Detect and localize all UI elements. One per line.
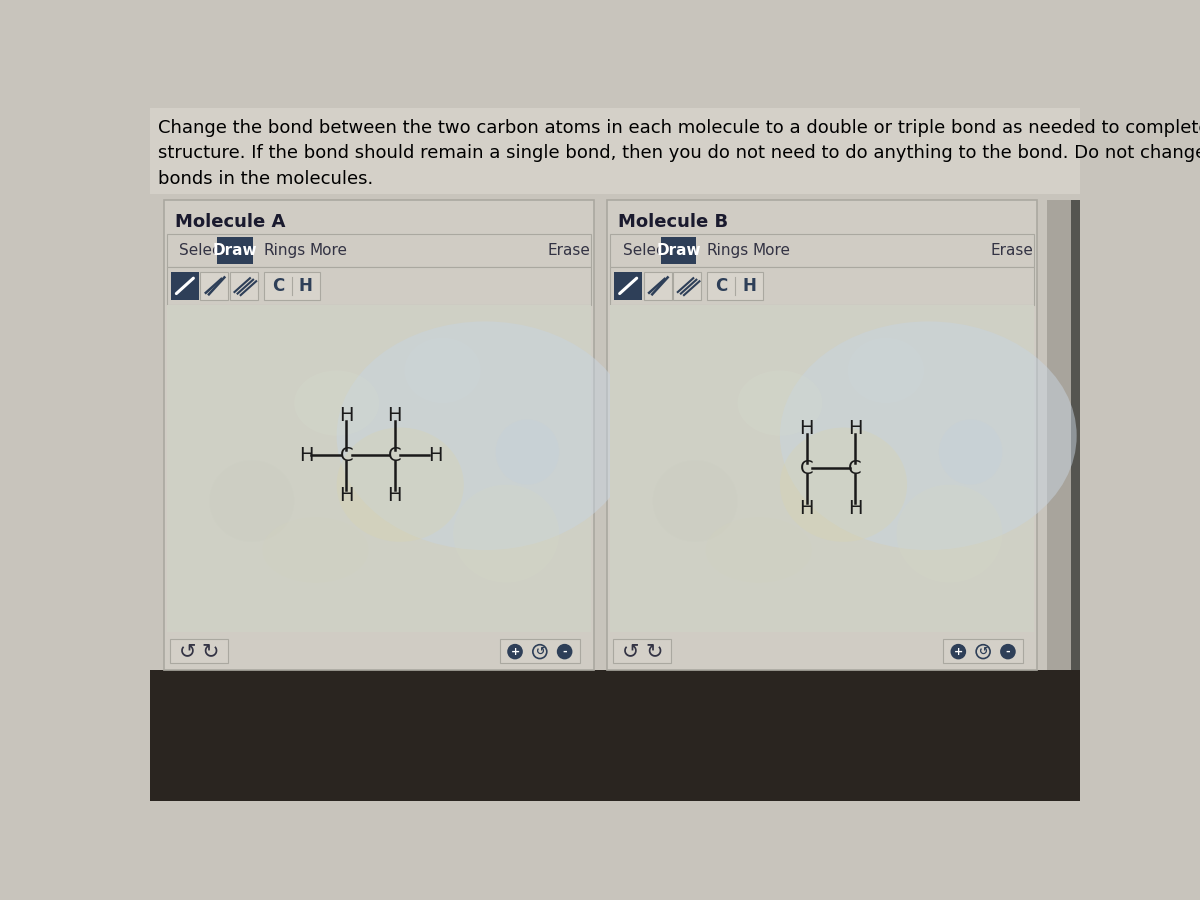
Text: H: H — [848, 499, 863, 517]
Text: Rings: Rings — [707, 243, 749, 258]
Text: Draw: Draw — [212, 243, 258, 258]
Text: +: + — [954, 646, 962, 657]
Ellipse shape — [896, 485, 1002, 582]
Text: H: H — [388, 406, 402, 425]
Text: ↺: ↺ — [622, 642, 640, 662]
FancyBboxPatch shape — [167, 266, 590, 305]
Text: ↻: ↻ — [646, 642, 662, 662]
Text: ↺: ↺ — [535, 646, 545, 657]
Text: ↺: ↺ — [978, 646, 988, 657]
Text: H: H — [338, 406, 354, 425]
FancyBboxPatch shape — [673, 272, 701, 300]
FancyBboxPatch shape — [167, 305, 590, 632]
Text: H: H — [338, 486, 354, 505]
Circle shape — [558, 644, 571, 659]
Text: H: H — [427, 446, 442, 464]
FancyBboxPatch shape — [150, 670, 1080, 801]
Circle shape — [976, 644, 990, 659]
Ellipse shape — [404, 338, 481, 403]
Text: Draw: Draw — [656, 243, 701, 258]
Ellipse shape — [653, 460, 738, 542]
Text: ↻: ↻ — [202, 642, 220, 662]
FancyBboxPatch shape — [150, 108, 1080, 194]
FancyBboxPatch shape — [200, 272, 228, 300]
Circle shape — [952, 644, 965, 659]
Text: +: + — [510, 646, 520, 657]
FancyBboxPatch shape — [643, 272, 672, 300]
Text: Molecule B: Molecule B — [618, 212, 728, 230]
Text: Select: Select — [180, 243, 227, 258]
Ellipse shape — [738, 371, 822, 436]
FancyBboxPatch shape — [170, 638, 228, 663]
Text: C: C — [340, 446, 353, 464]
FancyBboxPatch shape — [1070, 201, 1080, 670]
Text: C: C — [715, 277, 727, 295]
Text: -: - — [563, 646, 566, 657]
FancyBboxPatch shape — [164, 201, 594, 670]
Text: H: H — [299, 446, 313, 464]
FancyBboxPatch shape — [230, 272, 258, 300]
FancyBboxPatch shape — [1048, 201, 1070, 670]
Ellipse shape — [263, 518, 368, 582]
FancyBboxPatch shape — [611, 234, 1034, 266]
Ellipse shape — [294, 371, 379, 436]
Text: C: C — [271, 277, 284, 295]
Text: H: H — [848, 418, 863, 437]
FancyBboxPatch shape — [943, 638, 1024, 663]
Ellipse shape — [337, 321, 634, 550]
Ellipse shape — [210, 460, 294, 542]
FancyBboxPatch shape — [264, 272, 319, 300]
Ellipse shape — [847, 338, 924, 403]
Text: Rings: Rings — [263, 243, 305, 258]
Ellipse shape — [496, 419, 559, 485]
Ellipse shape — [706, 518, 811, 582]
Ellipse shape — [780, 428, 907, 542]
Text: More: More — [752, 243, 791, 258]
Circle shape — [1001, 644, 1015, 659]
FancyBboxPatch shape — [661, 238, 696, 264]
Text: H: H — [799, 499, 814, 517]
Ellipse shape — [938, 419, 1002, 485]
Ellipse shape — [780, 321, 1076, 550]
FancyBboxPatch shape — [170, 272, 199, 300]
Text: H: H — [388, 486, 402, 505]
Text: C: C — [848, 459, 862, 478]
FancyBboxPatch shape — [611, 305, 1034, 632]
FancyBboxPatch shape — [707, 272, 763, 300]
FancyBboxPatch shape — [167, 234, 590, 266]
Text: Erase: Erase — [547, 243, 590, 258]
FancyBboxPatch shape — [613, 638, 671, 663]
Text: Change the bond between the two carbon atoms in each molecule to a double or tri: Change the bond between the two carbon a… — [157, 119, 1200, 137]
Text: Molecule A: Molecule A — [175, 212, 286, 230]
Text: C: C — [800, 459, 814, 478]
Ellipse shape — [454, 485, 559, 582]
Text: Erase: Erase — [991, 243, 1033, 258]
Text: -: - — [1006, 646, 1010, 657]
FancyBboxPatch shape — [611, 266, 1034, 305]
FancyBboxPatch shape — [607, 201, 1037, 670]
FancyBboxPatch shape — [499, 638, 580, 663]
Text: H: H — [742, 277, 756, 295]
Circle shape — [533, 644, 547, 659]
Text: More: More — [310, 243, 348, 258]
Text: structure. If the bond should remain a single bond, then you do not need to do a: structure. If the bond should remain a s… — [157, 144, 1200, 162]
Circle shape — [508, 644, 522, 659]
Text: Select: Select — [623, 243, 671, 258]
Text: C: C — [388, 446, 402, 464]
Text: bonds in the molecules.: bonds in the molecules. — [157, 169, 373, 187]
Text: H: H — [299, 277, 313, 295]
FancyBboxPatch shape — [217, 238, 253, 264]
FancyBboxPatch shape — [614, 272, 642, 300]
Ellipse shape — [337, 428, 463, 542]
Text: H: H — [799, 418, 814, 437]
Text: ↺: ↺ — [179, 642, 196, 662]
